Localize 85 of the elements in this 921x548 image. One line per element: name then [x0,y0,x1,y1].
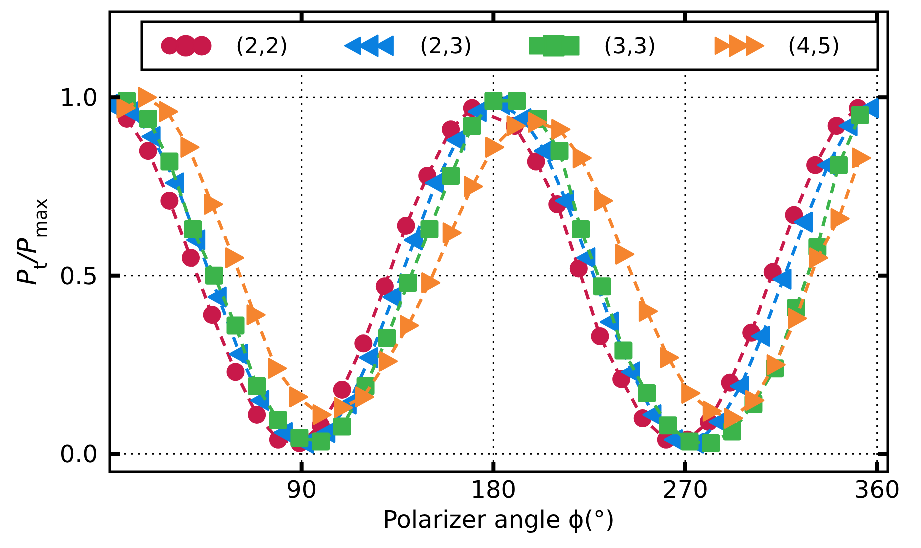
point [378,351,398,372]
point [550,142,569,160]
point [205,266,224,285]
point [116,98,136,119]
point [851,106,870,124]
x-tick-label: 360 [854,476,900,504]
y-tick-label: 1.0 [60,84,98,112]
y-tick-label: 0.0 [60,440,98,469]
point [290,429,309,448]
point [180,137,200,158]
x-tick-label: 90 [286,476,318,504]
point [312,432,330,451]
point [333,380,352,399]
point [139,142,158,160]
point [659,416,678,435]
point [730,376,750,397]
point [593,278,612,296]
point [766,354,786,376]
point [594,190,614,212]
point [572,220,590,239]
point [615,244,635,265]
point [442,120,460,139]
point [248,406,266,424]
point [464,176,484,198]
point [160,192,179,210]
legend-label: (2,3) [420,34,472,60]
point [159,101,178,122]
x-tick-label: 180 [470,476,517,504]
point [442,222,462,244]
point [248,377,266,396]
point [702,400,722,422]
point [485,137,505,158]
point [751,326,770,347]
point [355,386,375,408]
point [570,260,588,278]
point [312,404,332,426]
point [614,342,633,360]
point [638,384,656,403]
point [463,117,482,136]
point [359,347,378,368]
legend-label: (3,3) [604,34,656,60]
point [420,220,439,239]
point [333,418,352,436]
point [591,327,610,346]
point [572,148,592,169]
point [246,304,266,326]
point [184,220,202,239]
point [268,358,288,380]
point [203,306,222,324]
point [269,411,288,430]
point [422,272,441,294]
point [527,152,546,171]
point [555,190,574,212]
x-tick-label: 270 [662,476,708,504]
point [139,110,158,128]
point [226,363,245,382]
point [830,156,848,174]
point [484,92,503,110]
point [772,268,792,290]
point [508,92,526,110]
y-tick-label: 0.5 [60,262,98,290]
point [399,274,418,292]
point [225,248,245,268]
point [182,249,200,268]
point [204,194,224,216]
legend-label: (2,2) [236,34,288,60]
point [702,434,720,452]
point [376,278,394,296]
point [378,329,396,348]
point [397,216,416,235]
point [138,87,158,108]
point [400,315,420,336]
point [794,212,814,233]
point [404,230,424,251]
point [528,112,548,133]
x-axis-title: Polarizer angle ϕ(°) [383,506,615,534]
point [660,347,680,368]
point [160,152,179,171]
point [638,301,658,322]
point [334,397,354,418]
point [289,386,308,408]
point [442,167,460,186]
point [354,334,373,353]
legend-label: (4,5) [788,34,840,60]
point [226,316,245,335]
